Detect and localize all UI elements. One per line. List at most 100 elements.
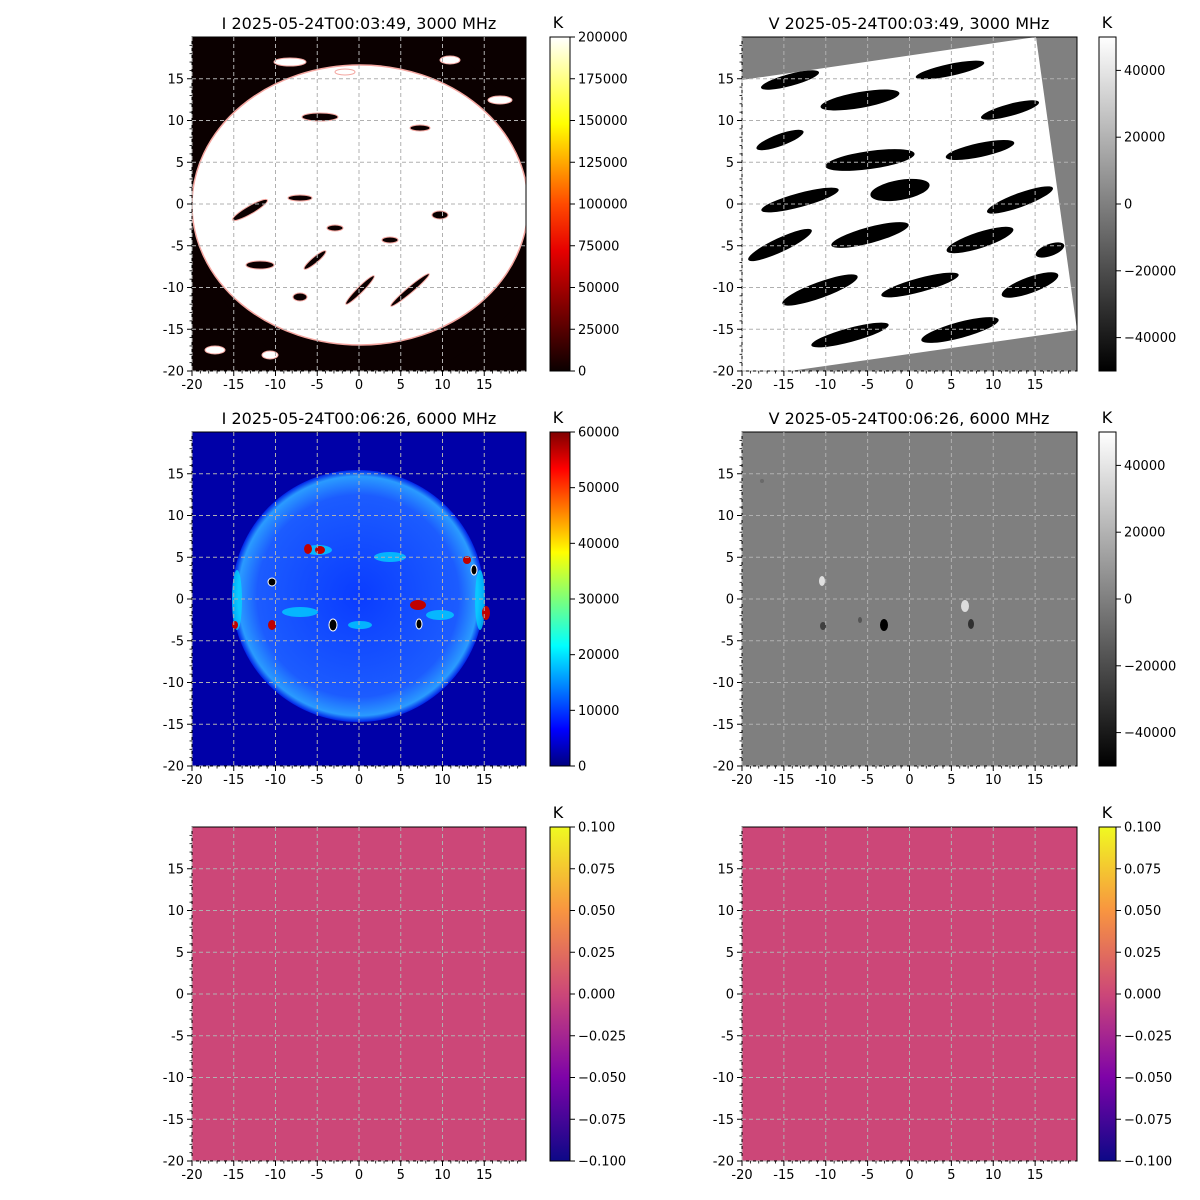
x-tick-label: -15 — [223, 1168, 244, 1183]
axis-ticks: -20 -15 -10 -5 0 5 10 15 -20 -15 -10 -5 0 5 10 15 — [713, 44, 1070, 393]
x-tick-label: 5 — [397, 378, 405, 393]
y-tick-label: -10 — [713, 281, 734, 296]
y-tick-label: -20 — [163, 365, 184, 380]
y-tick-label: -15 — [163, 323, 184, 338]
colorbar-tick-label: −0.100 — [578, 1155, 626, 1170]
x-tick-label: -15 — [773, 378, 794, 393]
y-tick-label: 15 — [717, 467, 734, 482]
x-tick-label: -5 — [311, 773, 324, 788]
y-tick-label: 0 — [726, 988, 734, 1003]
colorbar-tick-label: 200000 — [578, 31, 628, 46]
colorbar — [1098, 826, 1117, 1162]
y-tick-label: 0 — [176, 988, 184, 1003]
colorbar-tick-label: 0.100 — [1124, 821, 1161, 836]
y-tick-label: -20 — [713, 760, 734, 775]
y-tick-label: 10 — [717, 114, 734, 129]
y-tick-label: 0 — [176, 198, 184, 213]
colorbar-tick-label: −0.025 — [1124, 1029, 1172, 1044]
x-tick-label: 15 — [1027, 773, 1044, 788]
panel-title: I 2025-05-24T00:06:26, 6000 MHz — [222, 409, 497, 428]
x-tick-label: 5 — [947, 773, 955, 788]
colorbar-tick-label: 0.100 — [578, 821, 615, 836]
colorbar-ticks: −0.100 −0.075 −0.050 −0.025 0.000 0.025 0.050 0… — [1116, 821, 1172, 1170]
colorbar-tick-label: −0.025 — [578, 1029, 626, 1044]
y-tick-label: -5 — [171, 634, 184, 649]
x-tick-label: 5 — [397, 773, 405, 788]
y-tick-label: -15 — [713, 718, 734, 733]
y-tick-label: -15 — [163, 1113, 184, 1128]
y-tick-label: 15 — [717, 862, 734, 877]
x-tick-label: 15 — [476, 773, 493, 788]
x-tick-label: -20 — [731, 773, 752, 788]
panel-empty-right: -20 -15 -10 -5 0 5 10 15 -20 -15 -10 -5 0 5 10 15 K −0.… — [713, 803, 1172, 1183]
x-tick-label: 0 — [355, 378, 363, 393]
colorbar-unit-label: K — [1102, 803, 1113, 822]
axis-ticks: -20 -15 -10 -5 0 5 10 15 -20 -15 -10 -5 0 5 10 15 — [163, 439, 519, 788]
colorbar-tick-label: 50000 — [578, 281, 619, 296]
panel-v-3000mhz: -20 -15 -10 -5 0 5 10 15 -20 -15 -10 -5 0 5 10 15 V 202… — [713, 13, 1176, 393]
x-tick-label: 10 — [434, 378, 451, 393]
y-tick-label: -20 — [713, 1155, 734, 1170]
y-tick-label: -10 — [163, 281, 184, 296]
colorbar-tick-label: 75000 — [578, 239, 619, 254]
colorbar-tick-label: −0.050 — [1124, 1071, 1172, 1086]
panel-i-3000mhz: -20 -15 -10 -5 0 5 10 15 -20 -15 -10 -5 0 5 10 15 I 202… — [163, 13, 628, 393]
x-tick-label: -20 — [731, 378, 752, 393]
colorbar-tick-label: 125000 — [578, 156, 628, 171]
colorbar-tick-label: 0 — [578, 365, 586, 380]
x-tick-label: 0 — [905, 1168, 913, 1183]
x-tick-label: -10 — [815, 378, 836, 393]
colorbar-tick-label: 0.025 — [578, 946, 615, 961]
colorbar-tick-label: 0.075 — [1124, 862, 1161, 877]
x-tick-label: -10 — [265, 1168, 286, 1183]
x-tick-label: 0 — [905, 773, 913, 788]
y-tick-label: -15 — [713, 323, 734, 338]
colorbar — [549, 431, 571, 767]
colorbar-tick-label: −0.100 — [1124, 1155, 1172, 1170]
y-tick-label: 15 — [717, 72, 734, 87]
x-tick-label: 0 — [355, 1168, 363, 1183]
y-tick-label: 10 — [167, 509, 184, 524]
colorbar-tick-label: 175000 — [578, 72, 628, 87]
x-tick-label: 0 — [905, 378, 913, 393]
panel-v-6000mhz: -20 -15 -10 -5 0 5 10 15 -20 -15 -10 -5 0 5 10 15 V 202… — [713, 408, 1176, 788]
x-tick-label: -5 — [861, 378, 874, 393]
x-tick-label: 15 — [1027, 1168, 1044, 1183]
axis-ticks: -20 -15 -10 -5 0 5 10 15 -20 -15 -10 -5 0 5 10 15 — [163, 834, 519, 1183]
y-tick-label: 15 — [167, 467, 184, 482]
x-tick-label: 15 — [476, 1168, 493, 1183]
x-tick-label: 10 — [434, 773, 451, 788]
colorbar-tick-label: −20000 — [1124, 264, 1176, 279]
colorbar-tick-label: 10000 — [578, 704, 619, 719]
x-tick-label: 15 — [476, 378, 493, 393]
image-uniform — [192, 827, 526, 1161]
y-tick-label: 15 — [167, 862, 184, 877]
colorbar-tick-label: 20000 — [1124, 526, 1165, 541]
colorbar-tick-label: 0.000 — [1124, 988, 1161, 1003]
colorbar-tick-label: 150000 — [578, 114, 628, 129]
y-tick-label: -15 — [163, 718, 184, 733]
x-tick-label: 10 — [434, 1168, 451, 1183]
y-tick-label: -5 — [171, 239, 184, 254]
image-uniform — [742, 827, 1077, 1161]
y-tick-label: -5 — [721, 239, 734, 254]
colorbar-tick-label: 20000 — [578, 648, 619, 663]
y-tick-label: 10 — [717, 509, 734, 524]
x-tick-label: -15 — [223, 378, 244, 393]
colorbar — [549, 36, 571, 372]
colorbar-tick-label: −0.050 — [578, 1071, 626, 1086]
panel-title: V 2025-05-24T00:03:49, 3000 MHz — [769, 14, 1050, 33]
x-tick-label: -10 — [815, 1168, 836, 1183]
colorbar-unit-label: K — [553, 803, 564, 822]
colorbar-tick-label: 0 — [1124, 198, 1132, 213]
colorbar — [1098, 36, 1117, 372]
colorbar-tick-label: −0.075 — [578, 1113, 626, 1128]
panel-i-6000mhz: -20 -15 -10 -5 0 5 10 15 -20 -15 -10 -5 0 5 10 15 I 202… — [163, 408, 620, 788]
colorbar-ticks: 0 10000 20000 30000 40000 50000 60000 — [570, 426, 619, 775]
panel-empty-left: -20 -15 -10 -5 0 5 10 15 -20 -15 -10 -5 0 5 10 15 K −0.… — [163, 803, 626, 1183]
x-tick-label: -10 — [265, 773, 286, 788]
image-v-6000mhz — [742, 432, 1077, 766]
colorbar-tick-label: −20000 — [1124, 659, 1176, 674]
colorbar-tick-label: 30000 — [578, 593, 619, 608]
